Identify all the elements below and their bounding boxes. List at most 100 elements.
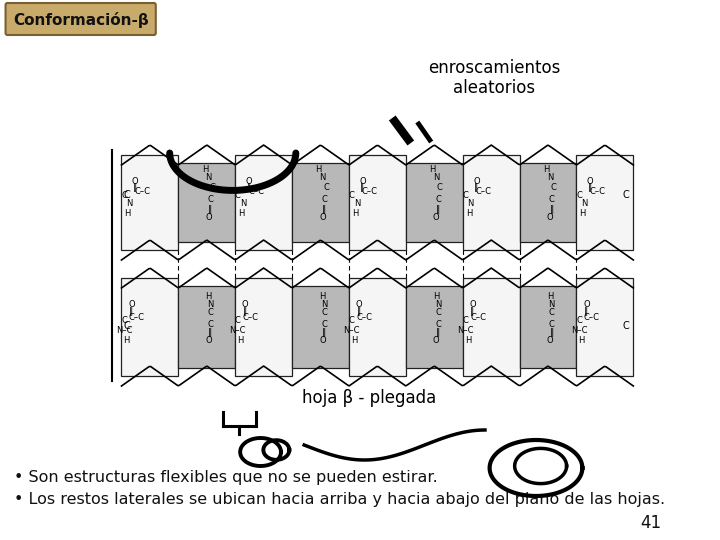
Polygon shape xyxy=(235,155,292,250)
Text: C: C xyxy=(623,191,630,200)
Polygon shape xyxy=(292,163,349,242)
Text: N: N xyxy=(205,173,212,183)
Text: H: H xyxy=(315,165,322,174)
Text: C: C xyxy=(576,316,582,325)
Text: C: C xyxy=(551,184,557,192)
Polygon shape xyxy=(577,278,634,376)
Text: C: C xyxy=(549,320,554,329)
Text: C: C xyxy=(210,184,215,192)
Text: ‖: ‖ xyxy=(322,328,326,337)
Polygon shape xyxy=(463,278,520,376)
Text: H: H xyxy=(433,292,439,301)
Text: C: C xyxy=(348,316,354,325)
Text: C: C xyxy=(348,192,354,200)
Text: N–C: N–C xyxy=(230,326,246,335)
Text: C: C xyxy=(235,316,240,325)
Text: C–C: C–C xyxy=(135,187,150,197)
Text: C: C xyxy=(435,320,441,329)
Text: N: N xyxy=(207,300,214,309)
Text: H: H xyxy=(202,165,208,174)
Text: ‖: ‖ xyxy=(356,307,361,316)
Text: • Son estructuras flexibles que no se pueden estirar.: • Son estructuras flexibles que no se pu… xyxy=(14,470,438,485)
Text: O: O xyxy=(433,336,439,345)
Text: C: C xyxy=(623,321,630,331)
Polygon shape xyxy=(235,278,292,376)
Text: C–C: C–C xyxy=(129,313,145,322)
Polygon shape xyxy=(292,286,349,368)
Text: N: N xyxy=(433,173,439,183)
Text: H: H xyxy=(466,208,472,218)
Text: O: O xyxy=(587,178,593,186)
Text: C: C xyxy=(121,192,127,200)
Text: C–C: C–C xyxy=(243,313,258,322)
Text: C: C xyxy=(437,184,443,192)
Text: O: O xyxy=(128,300,135,309)
Text: C–C: C–C xyxy=(470,313,486,322)
Text: C–C: C–C xyxy=(362,187,378,197)
Text: N: N xyxy=(581,199,588,208)
Text: O: O xyxy=(546,213,553,221)
Text: C: C xyxy=(435,308,441,317)
Polygon shape xyxy=(577,155,634,250)
Text: ‖: ‖ xyxy=(208,328,212,337)
Text: C: C xyxy=(576,192,582,200)
Text: N: N xyxy=(467,199,474,208)
FancyBboxPatch shape xyxy=(6,3,156,35)
Text: O: O xyxy=(205,213,212,221)
Text: H: H xyxy=(579,336,585,345)
Text: O: O xyxy=(246,178,252,186)
Polygon shape xyxy=(463,155,520,250)
Text: ‖: ‖ xyxy=(436,328,440,337)
Text: C: C xyxy=(123,191,130,200)
Polygon shape xyxy=(406,286,463,368)
Text: O: O xyxy=(473,178,480,186)
Text: C–C: C–C xyxy=(584,313,600,322)
Text: ‖: ‖ xyxy=(322,205,326,213)
Text: H: H xyxy=(124,336,130,345)
Text: H: H xyxy=(465,336,471,345)
Text: C: C xyxy=(235,192,240,200)
Text: O: O xyxy=(583,300,590,309)
Text: O: O xyxy=(433,213,439,221)
Text: ‖: ‖ xyxy=(549,328,554,337)
Text: O: O xyxy=(205,336,212,345)
Text: C: C xyxy=(207,195,213,205)
Text: H: H xyxy=(352,208,359,218)
Text: N: N xyxy=(321,300,328,309)
Polygon shape xyxy=(349,155,406,250)
Text: H: H xyxy=(546,292,553,301)
Text: H: H xyxy=(238,336,243,345)
Text: ‖: ‖ xyxy=(549,205,554,213)
Text: C: C xyxy=(323,184,329,192)
Text: N: N xyxy=(240,199,246,208)
Polygon shape xyxy=(122,278,179,376)
Text: N–C: N–C xyxy=(343,326,360,335)
Polygon shape xyxy=(179,163,235,242)
Text: C: C xyxy=(435,195,441,205)
Text: enroscamientos
aleatorios: enroscamientos aleatorios xyxy=(428,59,560,97)
Text: C: C xyxy=(462,316,468,325)
Text: C: C xyxy=(549,308,554,317)
Text: C: C xyxy=(207,320,213,329)
Text: N: N xyxy=(126,199,132,208)
Text: O: O xyxy=(319,336,325,345)
Text: C–C: C–C xyxy=(590,187,606,197)
Text: C: C xyxy=(321,195,327,205)
Polygon shape xyxy=(520,286,577,368)
Text: N: N xyxy=(354,199,360,208)
Text: H: H xyxy=(351,336,357,345)
Polygon shape xyxy=(179,286,235,368)
Text: C: C xyxy=(207,308,213,317)
Text: C–C: C–C xyxy=(476,187,492,197)
Text: ‖: ‖ xyxy=(584,307,588,316)
Text: H: H xyxy=(125,208,131,218)
Text: ‖: ‖ xyxy=(208,205,212,213)
Text: ‖: ‖ xyxy=(129,307,133,316)
Text: O: O xyxy=(356,300,362,309)
Text: O: O xyxy=(546,336,553,345)
Text: C: C xyxy=(462,192,468,200)
Polygon shape xyxy=(520,163,577,242)
Text: C: C xyxy=(123,321,130,331)
Text: N: N xyxy=(549,300,555,309)
Text: C: C xyxy=(549,195,554,205)
